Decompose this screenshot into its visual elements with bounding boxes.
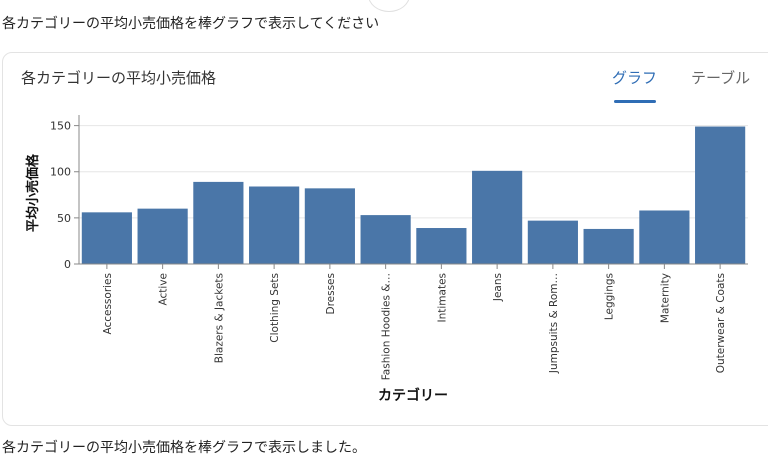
bar[interactable] [527, 220, 578, 264]
bar[interactable] [695, 126, 746, 264]
active-tab-indicator [614, 100, 656, 103]
x-tick-label: Fashion Hoodies &… [381, 273, 393, 380]
x-tick-label: Active [158, 273, 170, 305]
x-tick-label: Accessories [102, 273, 114, 335]
bar[interactable] [249, 186, 300, 264]
bar[interactable] [81, 212, 132, 264]
assistant-message: 各カテゴリーの平均小売価格を棒グラフで表示しました。 [2, 440, 366, 456]
bar[interactable] [583, 228, 634, 264]
bar[interactable] [416, 228, 467, 264]
grid-lines [79, 125, 748, 219]
x-tick-label: Leggings [604, 273, 616, 320]
y-tick-label: 100 [50, 166, 71, 179]
bars [81, 126, 746, 264]
x-tick-label: Clothing Sets [269, 273, 281, 343]
x-tick-label: Intimates [436, 273, 448, 323]
x-tick-label: Blazers & Jackets [213, 273, 225, 363]
bar[interactable] [137, 208, 188, 264]
bar[interactable] [360, 215, 411, 264]
tab-graph[interactable]: グラフ [612, 69, 658, 87]
x-tick-label: Jumpsuits & Rom… [548, 273, 560, 374]
x-tick-label: Jeans [492, 273, 504, 302]
bar[interactable] [193, 181, 244, 264]
y-axis-label: 平均小売価格 [25, 153, 41, 232]
bar[interactable] [639, 210, 690, 264]
axes [74, 115, 748, 269]
y-tick-label: 0 [64, 258, 71, 271]
tab-table[interactable]: テーブル [691, 69, 751, 87]
tick-labels: 0 50 100 150 Accessories Active Blazers & Jack… [50, 120, 727, 381]
y-tick-label: 150 [50, 120, 71, 133]
user-message: 各カテゴリーの平均小売価格を棒グラフで表示してください [2, 16, 380, 32]
scroll-indicator-circle [368, 0, 410, 12]
card-title: 各カテゴリーの平均小売価格 [21, 69, 217, 87]
chart-card: 各カテゴリーの平均小売価格 グラフ テーブル 0 50 100 150 Accessor… [2, 52, 768, 426]
y-tick-label: 50 [57, 212, 71, 225]
x-tick-label: Maternity [659, 273, 671, 323]
x-tick-label: Outerwear & Coats [715, 273, 727, 373]
bar[interactable] [472, 170, 523, 264]
bar[interactable] [304, 188, 355, 264]
x-axis-label: カテゴリー [378, 387, 448, 404]
bar-chart: 0 50 100 150 Accessories Active Blazers & Jack… [25, 115, 748, 404]
x-tick-label: Dresses [325, 273, 337, 315]
